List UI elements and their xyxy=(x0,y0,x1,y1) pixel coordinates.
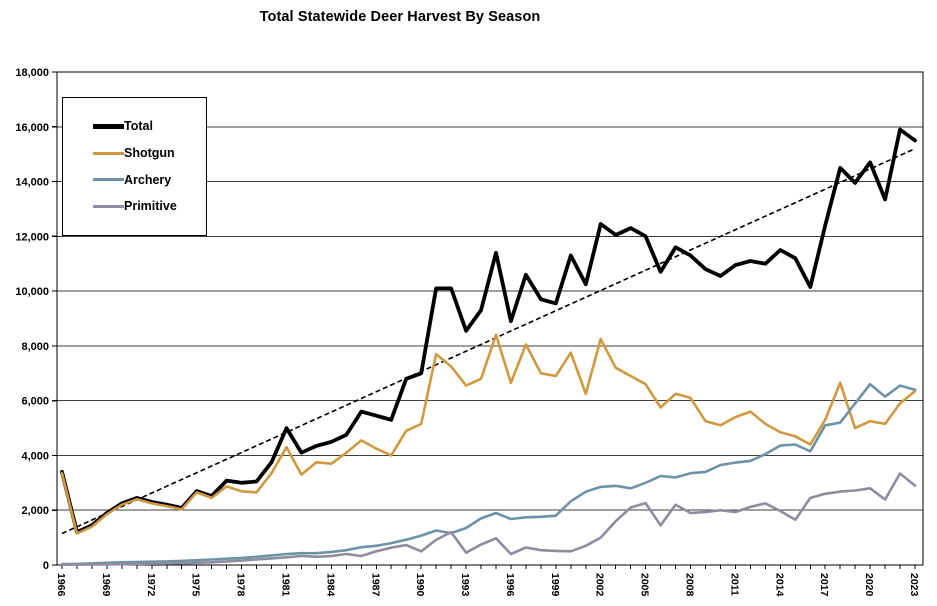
x-tick-label-2011: 2011 xyxy=(728,573,740,596)
chart-title: Total Statewide Deer Harvest By Season xyxy=(259,9,541,25)
x-tick-label-1993: 1993 xyxy=(459,573,471,597)
x-tick-label-2023: 2023 xyxy=(908,573,920,597)
series-line-archery xyxy=(60,382,917,566)
y-tick-label-14,000: 14,000 xyxy=(15,177,49,189)
x-tick-label-1972: 1972 xyxy=(145,573,157,597)
series-line-total xyxy=(60,127,917,534)
legend-label-archery: Archery xyxy=(124,172,172,187)
legend-label-total: Total xyxy=(124,119,153,134)
x-tick-label-1981: 1981 xyxy=(279,573,291,597)
x-tick-label-2005: 2005 xyxy=(639,573,651,597)
legend-item-total: Total xyxy=(93,120,202,133)
legend-label-primitive: Primitive xyxy=(124,199,177,214)
y-tick-label-2,000: 2,000 xyxy=(21,505,49,517)
x-tick-label-2017: 2017 xyxy=(818,573,830,597)
x-tick-label-1987: 1987 xyxy=(369,573,381,597)
legend-item-primitive: Primitive xyxy=(93,200,202,213)
legend-line-sample-archery xyxy=(93,178,124,182)
x-tick-label-2014: 2014 xyxy=(773,573,785,597)
trendline xyxy=(61,147,916,535)
plot-border xyxy=(56,71,924,566)
y-tick-label-4,000: 4,000 xyxy=(21,450,49,462)
x-tick-label-2020: 2020 xyxy=(863,573,875,597)
legend-line-sample-primitive xyxy=(93,205,124,208)
legend-label-shotgun: Shotgun xyxy=(124,145,175,160)
series-line-shotgun xyxy=(60,333,917,535)
y-tick-label-0: 0 xyxy=(43,560,49,572)
x-tick-label-2008: 2008 xyxy=(684,573,696,597)
x-tick-label-1966: 1966 xyxy=(55,573,67,597)
y-tick-label-10,000: 10,000 xyxy=(15,286,49,298)
x-tick-label-1999: 1999 xyxy=(549,573,561,597)
legend-item-shotgun: Shotgun xyxy=(93,147,202,160)
x-tick-label-1969: 1969 xyxy=(100,573,112,597)
chart-legend: Total Shotgun Archery Primitive xyxy=(62,97,207,236)
y-tick-label-16,000: 16,000 xyxy=(15,122,49,134)
y-tick-label-18,000: 18,000 xyxy=(15,67,49,79)
legend-item-archery: Archery xyxy=(93,174,202,187)
x-tick-label-2002: 2002 xyxy=(594,573,606,597)
series-line-primitive xyxy=(60,472,917,567)
x-tick-label-1990: 1990 xyxy=(414,573,426,597)
x-tick-label-1984: 1984 xyxy=(324,573,336,597)
x-tick-label-1975: 1975 xyxy=(190,573,202,597)
y-tick-label-6,000: 6,000 xyxy=(21,396,49,408)
x-tick-label-1978: 1978 xyxy=(235,573,247,597)
x-tick-label-1996: 1996 xyxy=(504,573,516,597)
y-tick-label-8,000: 8,000 xyxy=(21,341,49,353)
legend-line-sample-total xyxy=(93,123,124,129)
legend-line-sample-shotgun xyxy=(93,151,124,155)
y-tick-label-12,000: 12,000 xyxy=(15,231,49,243)
